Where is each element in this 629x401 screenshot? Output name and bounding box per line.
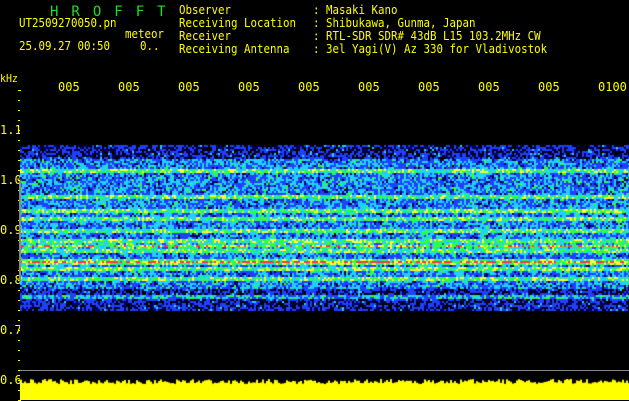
time-label: 0056 — [358, 80, 380, 94]
freq-tick — [18, 90, 21, 91]
time-label: 0053 — [178, 80, 200, 94]
spectrogram — [20, 100, 629, 400]
time-label: 0059 — [538, 80, 560, 94]
time-label: 0051 — [58, 80, 80, 94]
filename: UT2509270050.pn — [19, 17, 117, 30]
info-label: Receiving Antenna — [179, 43, 290, 56]
info-value-text: RTL-SDR SDR# 43dB L15 103.2MHz CW — [326, 29, 541, 43]
info-value-text: 3el Yagi(V) Az 330 for Vladivostok — [326, 42, 547, 56]
datetime: 25.09.27 00:50 — [19, 40, 110, 53]
extra-status: 0.. — [140, 40, 160, 53]
time-label: 0100 — [598, 80, 628, 94]
info-value-text: Masaki Kano — [326, 3, 398, 17]
baseline — [20, 370, 629, 371]
time-label: 0058 — [478, 80, 500, 94]
time-label: 0054 — [238, 80, 260, 94]
unit-label: kHz — [0, 72, 18, 85]
info-value: : 3el Yagi(V) Az 330 for Vladivostok — [313, 43, 547, 56]
time-label: 0052 — [118, 80, 140, 94]
info-value-text: Shibukawa, Gunma, Japan — [326, 16, 476, 30]
time-label: 0057 — [418, 80, 440, 94]
marker-bar — [19, 181, 21, 281]
time-label: 0055 — [298, 80, 320, 94]
